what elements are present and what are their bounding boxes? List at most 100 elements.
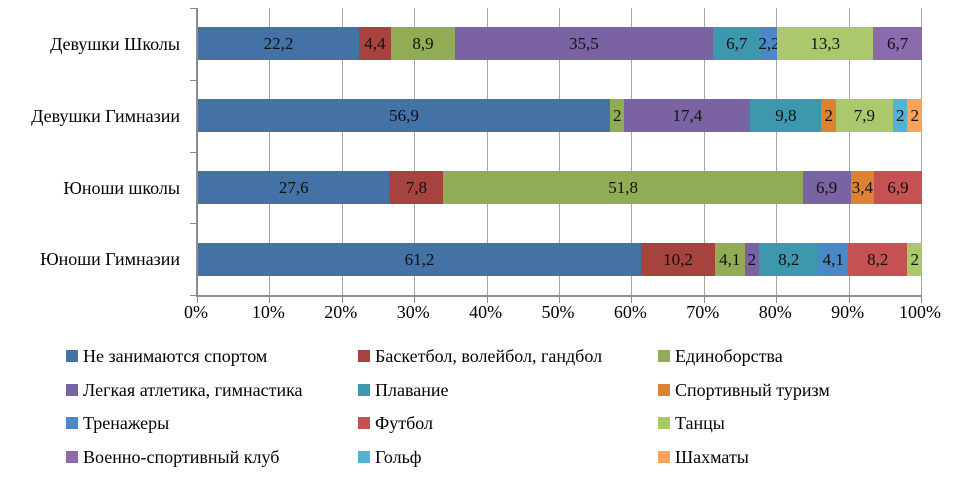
- segment-value-label: 7,8: [405, 178, 428, 197]
- legend-item: Тренажеры: [66, 413, 358, 434]
- legend-label: Гольф: [375, 447, 422, 468]
- bar-row: 56,9 2 17,4 9,8 2 7,9 2 2: [198, 99, 922, 132]
- segment-value-label: 8,2: [867, 250, 889, 269]
- bar-segment: 17,4: [624, 99, 751, 132]
- bar-segment: 51,8: [443, 171, 803, 204]
- legend-item: Единоборства: [658, 346, 950, 367]
- bar-segment: 61,2: [198, 243, 642, 276]
- bar-segment: 13,3: [777, 27, 874, 60]
- x-axis-tick: [921, 295, 922, 303]
- x-tick-label: 50%: [541, 302, 575, 322]
- segment-value-label: 2: [895, 106, 905, 125]
- segment-value-label: 2: [824, 106, 833, 125]
- legend-swatch-icon: [358, 383, 370, 396]
- x-tick-label: 20%: [324, 302, 358, 322]
- gridline: [703, 8, 705, 295]
- x-axis-tick: [197, 295, 198, 303]
- bar-segment: 4,1: [714, 243, 745, 276]
- legend-label: Танцы: [675, 413, 725, 434]
- gridline: [414, 8, 416, 295]
- legend-label: Тренажеры: [83, 413, 170, 434]
- x-axis-tick: [269, 295, 271, 303]
- x-axis-tick: [703, 295, 705, 303]
- x-axis-tick: [486, 295, 488, 303]
- legend-label: Шахматы: [675, 447, 749, 468]
- x-axis-tick: [559, 295, 560, 303]
- bar-segment: 2: [892, 99, 908, 132]
- bar-segment: 2: [609, 99, 625, 132]
- segment-value-label: 56,9: [389, 106, 419, 125]
- y-axis-category-labels: Девушки Школы Девушки Гимназии Юноши школы…: [0, 8, 188, 295]
- segment-value-label: 22,2: [263, 34, 294, 53]
- segment-value-label: 61,2: [404, 250, 435, 269]
- legend-swatch-icon: [358, 451, 370, 464]
- category-label: Девушки Школы: [50, 33, 180, 54]
- segment-value-label: 35,5: [569, 34, 599, 53]
- legend-item: Шахматы: [658, 447, 950, 468]
- chart-legend: Не занимаются спортом Баскетбол, волейбол…: [66, 346, 950, 468]
- bar-segment: 35,5: [455, 27, 713, 60]
- segment-value-label: 7,9: [853, 106, 876, 125]
- legend-label: Легкая атлетика, гимнастика: [83, 379, 303, 400]
- legend-swatch-icon: [358, 350, 370, 362]
- bar-segment: 9,8: [750, 99, 822, 132]
- segment-value-label: 2: [910, 106, 919, 125]
- segment-value-label: 2: [910, 250, 919, 269]
- bar-segment: 3,4: [850, 171, 875, 204]
- legend-label: Военно-спортивный клуб: [83, 447, 280, 468]
- legend-swatch-icon: [66, 350, 78, 362]
- bar-segment: 22,2: [198, 27, 359, 60]
- segment-value-label: 8,9: [412, 34, 434, 53]
- segment-value-label: 2,2: [758, 34, 780, 53]
- x-tick-label: 70%: [686, 302, 720, 322]
- legend-swatch-icon: [358, 417, 370, 430]
- bar-segment: 4,1: [818, 243, 849, 276]
- y-axis-tick: [190, 223, 198, 224]
- bar-segment: 8,2: [759, 243, 819, 276]
- legend-swatch-icon: [658, 383, 670, 396]
- legend-label: Футбол: [375, 413, 433, 434]
- segment-value-label: 6,7: [887, 34, 909, 53]
- legend-swatch-icon: [658, 451, 670, 464]
- segment-value-label: 27,6: [278, 178, 309, 197]
- gridline: [559, 8, 560, 295]
- y-axis-tick: [190, 8, 198, 9]
- bar-segment: 10,2: [641, 243, 715, 276]
- bar-row: 27,6 7,8 51,8 6,9 3,4 6,9: [198, 171, 922, 204]
- bar-segment: 6,9: [874, 171, 922, 204]
- x-axis-tick: [414, 295, 416, 303]
- bar-segment: 56,9: [198, 99, 610, 132]
- segment-value-label: 10,2: [663, 250, 693, 269]
- segment-value-label: 8,2: [778, 250, 800, 269]
- legend-swatch-icon: [66, 383, 78, 396]
- segment-value-label: 2: [612, 106, 622, 125]
- segment-value-label: 13,3: [810, 34, 841, 53]
- legend-swatch-icon: [66, 451, 78, 464]
- category-label: Юноши школы: [63, 177, 180, 198]
- bar-segment: 6,7: [712, 27, 762, 60]
- gridline: [848, 8, 850, 295]
- x-tick-label: 80%: [758, 302, 792, 322]
- segment-value-label: 17,4: [672, 106, 703, 125]
- legend-swatch-icon: [658, 350, 670, 362]
- gridline: [341, 8, 343, 295]
- bar-segment: 2: [744, 243, 760, 276]
- bar-segment: 6,9: [802, 171, 851, 204]
- x-tick-label: 30%: [396, 302, 430, 322]
- bar-segment: 2,2: [758, 27, 780, 60]
- legend-item: Военно-спортивный клуб: [66, 447, 358, 468]
- bar-segment: 7,8: [389, 171, 444, 204]
- legend-label: Спортивный туризм: [675, 379, 830, 400]
- segment-value-label: 2: [747, 250, 757, 269]
- x-axis-tick: [776, 295, 778, 303]
- segment-value-label: 6,9: [887, 178, 909, 197]
- bar-segment: 8,9: [390, 27, 456, 60]
- legend-label: Не занимаются спортом: [83, 346, 268, 366]
- legend-label: Плавание: [375, 379, 449, 400]
- segment-value-label: 9,8: [775, 106, 797, 125]
- legend-item: Спортивный туризм: [658, 380, 950, 401]
- bar-segment: 6,7: [873, 27, 922, 60]
- segment-value-label: 51,8: [608, 178, 638, 197]
- y-axis-tick: [190, 152, 198, 153]
- legend-item: Легкая атлетика, гимнастика: [66, 380, 358, 401]
